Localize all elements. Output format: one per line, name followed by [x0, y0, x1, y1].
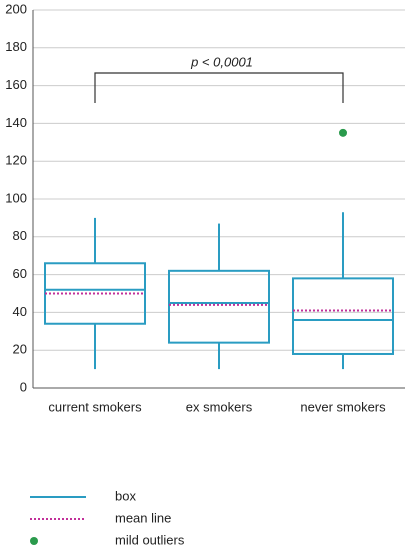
legend-label: box: [115, 488, 136, 503]
legend-label: mean line: [115, 510, 171, 525]
y-tick-label: 120: [5, 153, 27, 168]
legend-swatch: [30, 537, 38, 545]
y-tick-label: 140: [5, 115, 27, 130]
outlier: [339, 128, 347, 137]
y-tick-label: 40: [13, 304, 27, 319]
annotation: p < 0,0001: [190, 54, 253, 69]
y-tick-label: 160: [5, 77, 27, 92]
x-tick-label: never smokers: [300, 399, 386, 414]
legend-label: mild outliers: [115, 532, 185, 547]
significance-bracket: [94, 72, 344, 103]
y-tick-label: 180: [5, 39, 27, 54]
box: [168, 269, 270, 344]
y-tick-label: 60: [13, 266, 27, 281]
y-tick-label: 80: [13, 228, 27, 243]
y-tick-label: 20: [13, 342, 27, 357]
y-tick-label: 0: [20, 379, 27, 394]
y-tick-label: 100: [5, 190, 27, 205]
box: [292, 277, 394, 355]
y-tick-label: 200: [5, 1, 27, 16]
x-tick-label: ex smokers: [186, 399, 253, 414]
x-tick-label: current smokers: [48, 399, 142, 414]
